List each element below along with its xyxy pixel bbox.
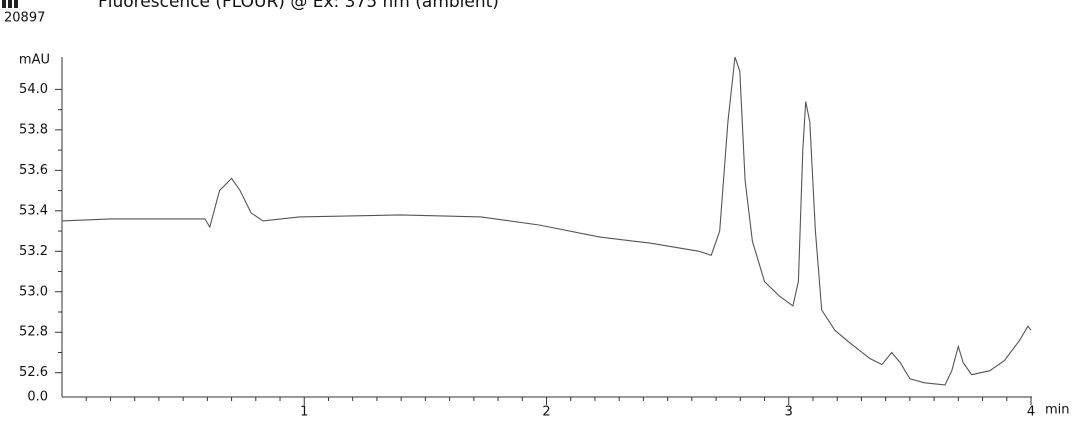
icon-bar xyxy=(8,0,12,8)
y-tick-label: 54.0 xyxy=(19,82,48,97)
y-tick-label: 53.0 xyxy=(19,284,48,299)
y-origin-label: 0.0 xyxy=(27,390,48,405)
y-axis-label: mAU xyxy=(19,53,50,68)
y-tick-label: 52.6 xyxy=(19,365,48,380)
x-tick-label: 2 xyxy=(542,405,550,420)
x-tick-label: 3 xyxy=(785,405,793,420)
y-tick-label: 52.8 xyxy=(19,325,48,340)
icon-bar xyxy=(2,0,6,8)
x-tick-label: 1 xyxy=(300,405,308,420)
x-axis-label: min xyxy=(1045,403,1070,418)
y-tick-label: 53.4 xyxy=(19,203,48,218)
chart-title: Fluorescence (FLOUR) @ Ex: 375 nm (ambie… xyxy=(98,0,499,12)
y-tick-label: 53.2 xyxy=(19,244,48,259)
x-tick-label: 4 xyxy=(1027,405,1035,420)
y-tick-label: 53.6 xyxy=(19,163,48,178)
y-tick-label: 53.8 xyxy=(19,122,48,137)
run-label: 20897 xyxy=(4,11,45,26)
icon-bar xyxy=(14,0,18,8)
trace xyxy=(61,56,1032,386)
